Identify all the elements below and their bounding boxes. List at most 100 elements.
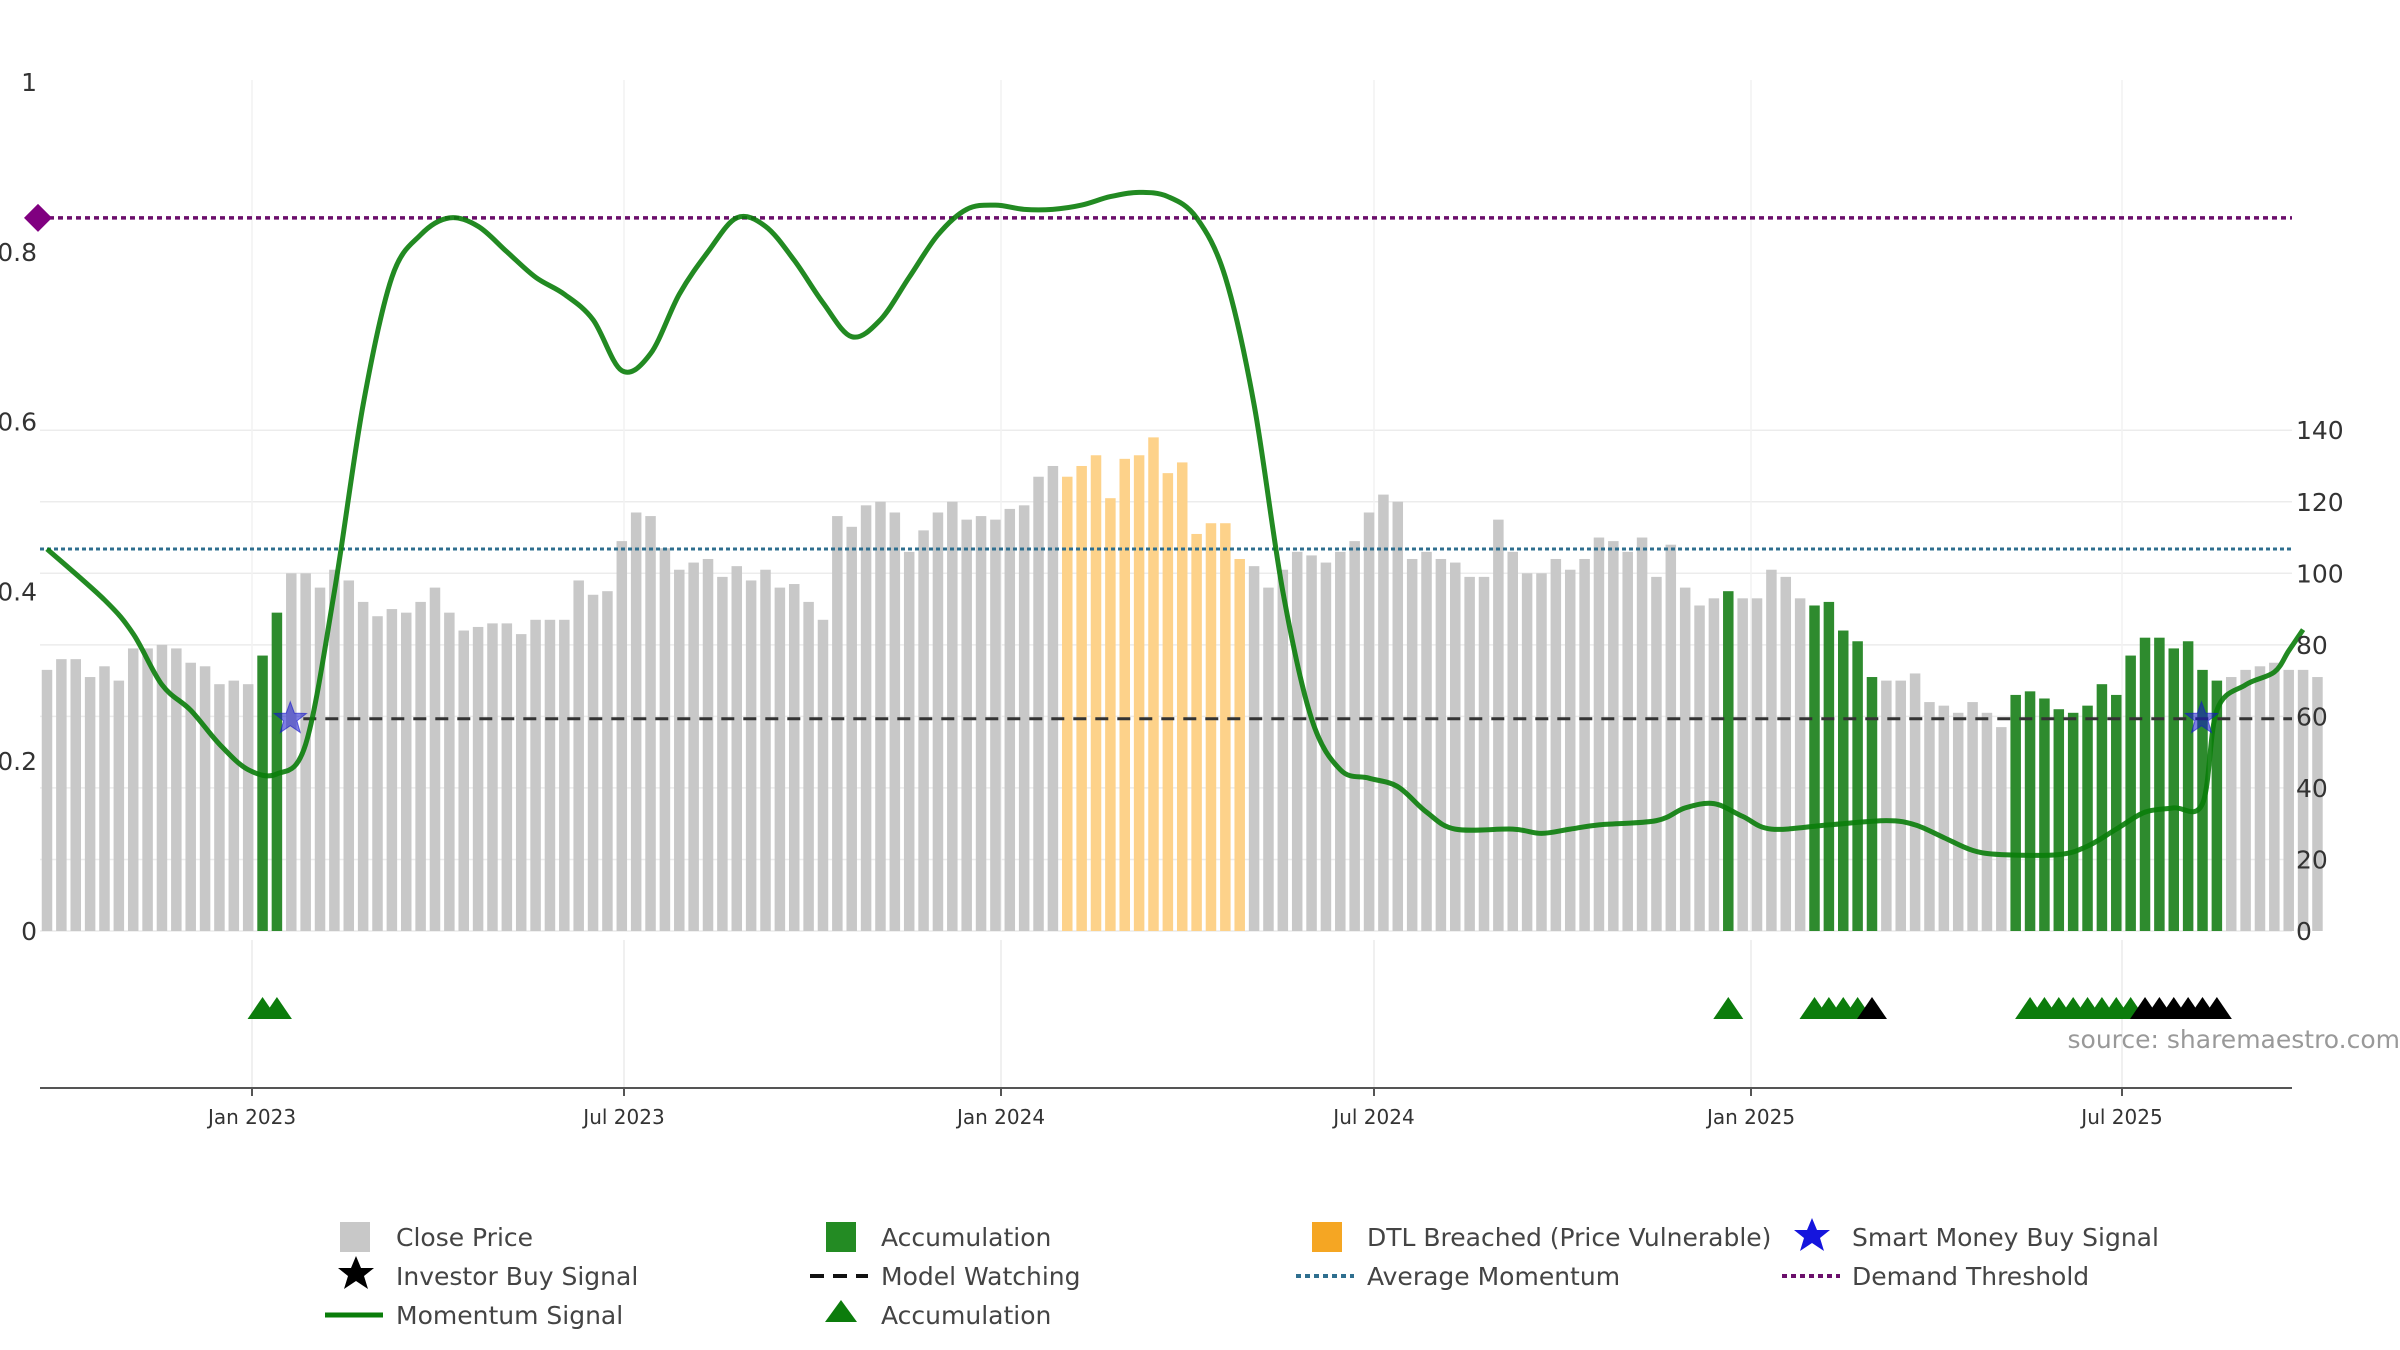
close-price-bar (429, 587, 441, 931)
close-price-bar (760, 569, 771, 931)
dtl-breached-bar (1220, 523, 1231, 931)
close-price-bar (487, 623, 498, 931)
close-price-bar (645, 516, 656, 931)
close-price-bar (127, 648, 139, 931)
close-price-bar (630, 512, 642, 931)
x-tick-label: Jan 2023 (206, 1105, 296, 1129)
close-price-bar (1277, 569, 1289, 931)
legend-label-investor-buy: Investor Buy Signal (396, 1262, 638, 1291)
close-price-bar (142, 648, 153, 931)
close-price-bar (242, 684, 254, 931)
close-price-bar (1478, 576, 1490, 931)
right-axis-tick-label: 100 (2296, 559, 2344, 588)
left-axis-tick-label: 0 (21, 917, 37, 946)
legend-swatch-accumulation (826, 1222, 856, 1252)
signal-markers (247, 997, 2232, 1019)
legend-label-dtl-breached: DTL Breached (Price Vulnerable) (1367, 1223, 1771, 1252)
close-price-bar (1550, 558, 1562, 931)
smart-money-buy-star (2183, 700, 2220, 734)
close-price-bar (314, 587, 326, 931)
close-price-bar (70, 659, 81, 931)
close-price-bar (1996, 727, 2007, 931)
legend-smart-money-star-icon (1794, 1218, 1830, 1251)
accumulation-bar (2067, 712, 2079, 931)
dtl-breached-bar (1162, 473, 1174, 931)
close-price-bar (530, 619, 541, 931)
close-price-bar (1421, 551, 1432, 931)
legend-label-momentum: Momentum Signal (396, 1301, 623, 1330)
dtl-breached-bar (1148, 437, 1159, 931)
accumulation-bar (2010, 694, 2021, 931)
close-price-bar (1291, 551, 1303, 931)
close-price-bar (2225, 677, 2237, 931)
close-price-bar (1263, 587, 1274, 931)
close-price-bar (573, 580, 584, 931)
close-price-bar (1450, 562, 1461, 931)
momentum-layer (45, 189, 2306, 858)
close-price-bar (214, 684, 225, 931)
close-price-bar (156, 644, 168, 931)
accumulation-bar (1852, 641, 1863, 931)
legend-swatch-close-price (340, 1222, 370, 1252)
close-price-bar (975, 516, 987, 931)
legend-label-demand-threshold: Demand Threshold (1852, 1262, 2089, 1291)
close-price-bar (731, 566, 743, 931)
right-axis-tick-label: 0 (2296, 917, 2312, 946)
smart-money-stars (272, 700, 2220, 734)
close-price-bar (56, 659, 67, 931)
close-price-bar (99, 666, 110, 931)
close-price-bar (2269, 662, 2280, 931)
close-price-bar (717, 576, 728, 931)
x-tick-label: Jul 2024 (1331, 1105, 1414, 1129)
close-price-bar (2297, 669, 2309, 931)
close-price-bar (788, 584, 800, 931)
dtl-breached-bar (1076, 465, 1087, 931)
close-price-bar (1694, 605, 1705, 931)
close-price-bar (1622, 551, 1633, 931)
close-price-bar (515, 634, 527, 931)
dtl-breached-bar (1205, 523, 1217, 931)
close-price-bar (1708, 598, 1720, 931)
reference-lines (24, 203, 2292, 721)
dtl-breached-bar (1105, 498, 1116, 931)
dtl-breached-bar (1133, 455, 1145, 931)
close-price-bar (1952, 712, 1964, 931)
close-price-bar (990, 519, 1001, 931)
close-price-bar (1335, 551, 1346, 931)
legend-investor-buy-star-icon (338, 1256, 374, 1289)
investor-buy-triangle (2201, 997, 2232, 1019)
close-price-bar (286, 573, 297, 931)
close-price-bar (875, 501, 886, 931)
close-price-bar (961, 519, 972, 931)
close-price-bar (659, 548, 671, 931)
x-tick-label: Jul 2025 (2079, 1105, 2162, 1129)
close-price-bar (386, 609, 398, 931)
close-price-bar (2254, 666, 2266, 931)
x-tick-label: Jan 2024 (955, 1105, 1045, 1129)
close-price-bar (1493, 519, 1504, 931)
close-price-bar (1047, 465, 1059, 931)
close-price-bar (1780, 576, 1792, 931)
close-price-bar (415, 601, 426, 931)
close-price-bar (329, 569, 340, 931)
accumulation-bar (2082, 705, 2093, 931)
close-price-bar (1018, 505, 1030, 931)
close-price-bar (587, 594, 599, 931)
accumulation-bar (2096, 684, 2108, 931)
close-price-bar (1636, 537, 1648, 931)
legend-label-model-watching: Model Watching (881, 1262, 1081, 1291)
close-price-bar (343, 580, 355, 931)
close-price-bar (817, 619, 829, 931)
close-price-bar (1751, 598, 1763, 931)
close-price-bar (1608, 541, 1619, 931)
x-tick-label: Jan 2025 (1705, 1105, 1795, 1129)
close-price-bar (1909, 673, 1921, 931)
x-tick-label: Jul 2023 (581, 1105, 664, 1129)
momentum-signal-line (45, 189, 2306, 858)
close-price-bar (2240, 669, 2251, 931)
accumulation-bar (1823, 601, 1835, 931)
close-price-bar (1521, 573, 1533, 931)
right-axis-tick-label: 60 (2296, 702, 2328, 731)
close-price-bar (357, 601, 369, 931)
accumulation-bar (2053, 709, 2065, 931)
